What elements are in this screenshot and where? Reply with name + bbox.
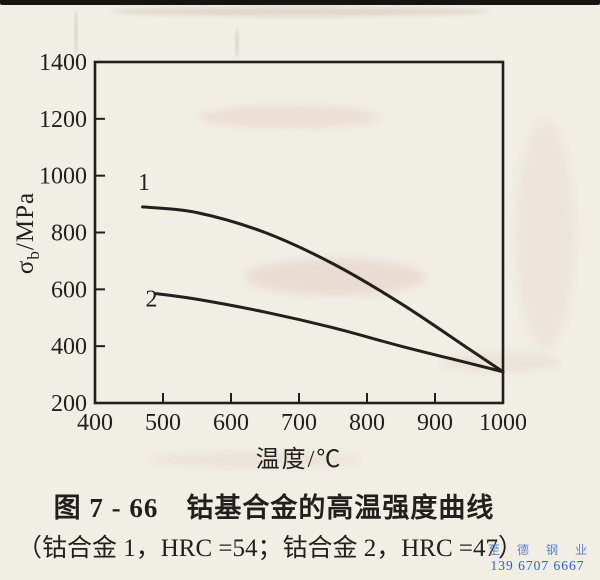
sigma-subscript: b xyxy=(24,250,43,260)
curve-2 xyxy=(154,292,505,374)
sigma-symbol: σ xyxy=(12,259,39,275)
x-tick-label: 700 xyxy=(281,410,317,436)
y-axis-unit: /MPa xyxy=(12,191,39,251)
y-tick-label: 1000 xyxy=(39,164,87,190)
y-tick-label: 600 xyxy=(51,277,87,303)
watermark: 至 德 钢 业 139 6707 6667 xyxy=(481,543,594,573)
y-tick-label: 200 xyxy=(51,391,87,417)
figure-caption: 图 7 - 66 钴基合金的高温强度曲线 xyxy=(53,493,495,523)
watermark-company-name: 至 德 钢 业 xyxy=(487,543,594,557)
x-tick-label: 500 xyxy=(145,410,181,436)
x-tick-label: 900 xyxy=(417,410,453,436)
plot-frame xyxy=(93,60,505,405)
curve-label-1: 1 xyxy=(138,170,150,196)
y-tick-label: 1400 xyxy=(39,50,87,76)
x-tick-label: 800 xyxy=(349,410,385,436)
figure-subcaption: （钴合金 1，HRC =54；钴合金 2，HRC =47） xyxy=(16,535,523,562)
curve-1 xyxy=(141,205,505,374)
y-tick-label: 400 xyxy=(51,334,87,360)
y-tick-label: 800 xyxy=(51,221,87,247)
y-axis-label: σb/MPa xyxy=(12,192,44,274)
watermark-phone-number: 139 6707 6667 xyxy=(490,558,585,573)
curve-label-2: 2 xyxy=(145,286,157,312)
x-tick-label: 1000 xyxy=(479,410,527,436)
x-tick-label: 400 xyxy=(77,410,113,436)
strength-vs-temperature-chart: 400 500 600 700 800 900 1000200400600800100012… xyxy=(39,50,527,436)
x-axis-label: 温度/℃ xyxy=(255,447,343,473)
x-tick-label: 600 xyxy=(213,410,249,436)
y-tick-label: 1200 xyxy=(39,107,87,133)
scanned-page-top-edge xyxy=(0,0,600,5)
